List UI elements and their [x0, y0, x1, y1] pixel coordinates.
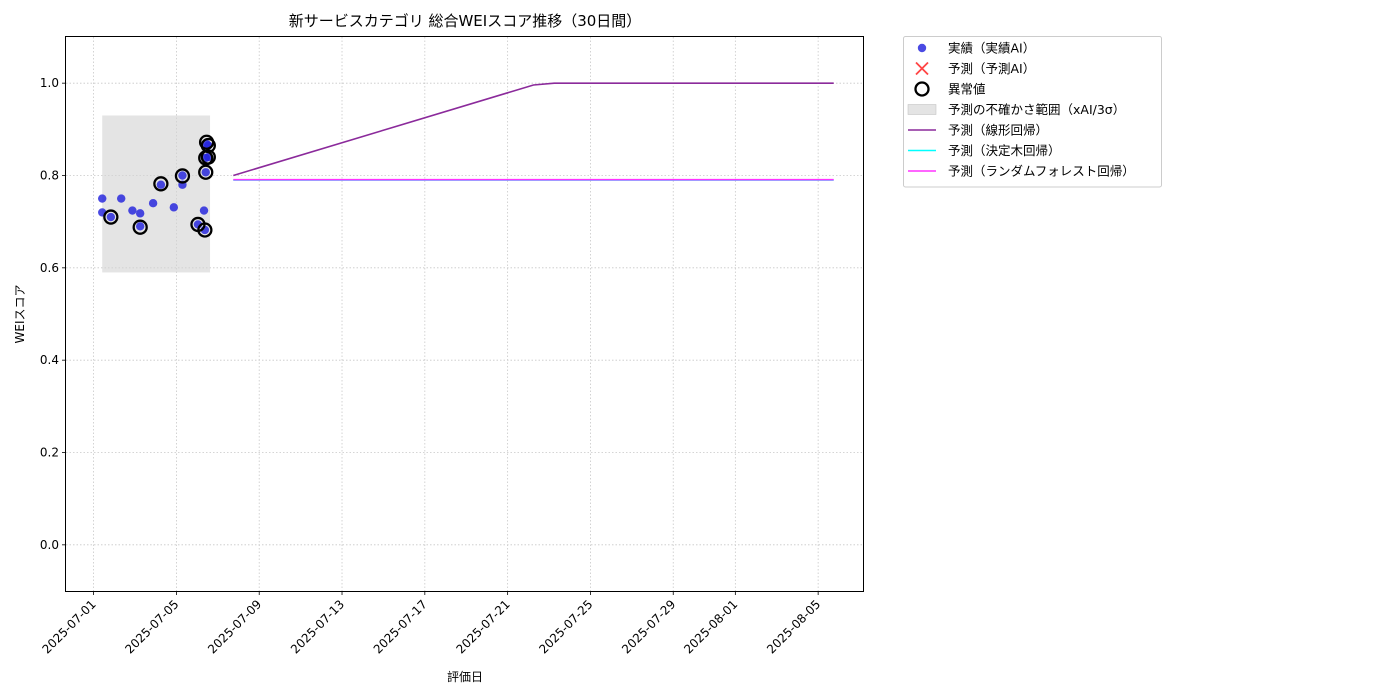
- actual-point: [157, 181, 165, 189]
- x-tick-label: 2025-07-29: [619, 597, 678, 656]
- y-axis-label: WEIスコア: [13, 285, 27, 344]
- legend-label: 予測（線形回帰）: [948, 123, 1048, 138]
- y-tick-label: 0.4: [40, 353, 59, 367]
- legend-label: 実績（実績AI）: [948, 41, 1035, 56]
- actual-point: [136, 209, 144, 217]
- prediction-lines-layer: [233, 83, 833, 180]
- actual-point: [178, 171, 186, 179]
- actual-point: [98, 194, 106, 202]
- x-tick-label: 2025-08-01: [681, 597, 740, 656]
- x-tick-label: 2025-07-05: [122, 597, 181, 656]
- y-axis: 0.0 0.2 0.4 0.6 0.8 1.0: [40, 76, 66, 552]
- legend-swatch-dot: [918, 44, 926, 52]
- legend-label: 予測（決定木回帰）: [948, 143, 1061, 158]
- x-tick-label: 2025-07-17: [371, 597, 430, 656]
- actual-point: [149, 199, 157, 207]
- legend-swatch-patch: [908, 105, 936, 115]
- x-tick-label: 2025-08-05: [764, 597, 823, 656]
- x-tick-label: 2025-07-25: [536, 597, 595, 656]
- actual-point: [117, 194, 125, 202]
- y-tick-label: 0.8: [40, 169, 59, 183]
- legend-label: 予測（ランダムフォレスト回帰）: [948, 164, 1135, 179]
- uncertainty-band: [102, 115, 210, 272]
- prediction-line: [233, 83, 833, 175]
- x-tick-label: 2025-07-13: [288, 597, 347, 656]
- chart-title: 新サービスカテゴリ 総合WEIスコア推移（30日間）: [289, 12, 642, 30]
- x-axis-label: 評価日: [447, 669, 483, 684]
- actual-point: [202, 168, 210, 176]
- actual-point: [170, 203, 178, 211]
- legend-label: 予測の不確かさ範囲（xAI/3σ）: [948, 102, 1125, 117]
- actual-point: [136, 222, 144, 230]
- y-tick-label: 0.2: [40, 446, 59, 460]
- uncertainty-band-layer: [102, 115, 210, 272]
- x-tick-label: 2025-07-09: [205, 597, 264, 656]
- actual-point: [200, 206, 208, 214]
- x-tick-label: 2025-07-01: [40, 597, 99, 656]
- y-tick-label: 0.6: [40, 261, 59, 275]
- actual-point: [128, 206, 136, 214]
- legend-label: 異常値: [948, 82, 986, 97]
- x-axis: 2025-07-01 2025-07-05 2025-07-09 2025-07-13…: [40, 591, 824, 656]
- legend-label: 予測（予測AI）: [948, 61, 1035, 76]
- x-tick-label: 2025-07-21: [454, 597, 513, 656]
- y-tick-label: 0.0: [40, 538, 59, 552]
- y-tick-label: 1.0: [40, 76, 59, 90]
- actual-point: [107, 213, 115, 221]
